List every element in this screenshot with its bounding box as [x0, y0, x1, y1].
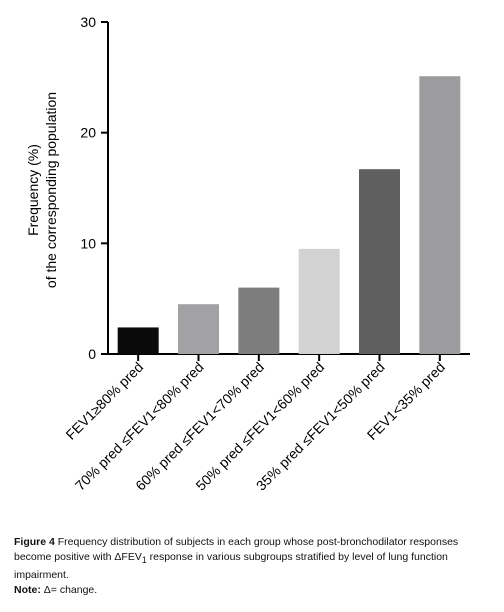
bar [117, 327, 159, 354]
x-tick-label: 50% pred ≤FEV1<60% pred [192, 359, 327, 494]
caption-text-1: Frequency distribution of subjects in ea… [14, 536, 459, 563]
bar [419, 76, 461, 354]
caption-note: Note: Δ= change. [14, 583, 490, 598]
x-tick-label: 35% pred ≤FEV1<50% pred [253, 359, 388, 494]
bars [117, 76, 461, 354]
x-tick-label: 70% pred ≤FEV1<80% pred [72, 359, 207, 494]
figure-label: Figure 4 [14, 536, 55, 548]
y-axis-label-line2: of the corresponding population [43, 92, 59, 288]
caption-main: Figure 4 Frequency distribution of subje… [14, 535, 490, 583]
note-label: Note: [14, 584, 41, 597]
x-tick-label: 60% pred ≤FEV1<70% pred [132, 359, 267, 494]
y-tick-label: 10 [80, 235, 96, 251]
figure-caption: Figure 4 Frequency distribution of subje… [14, 535, 490, 598]
bar-chart: Frequency (%) of the corresponding popul… [25, 14, 470, 494]
caption-delta: ΔFEV [114, 551, 142, 563]
y-tick-label: 30 [80, 14, 96, 30]
caption-delta-subscript: 1 [141, 555, 147, 566]
bar [238, 287, 280, 354]
y-axis-label-line1: Frequency (%) [25, 144, 41, 236]
caption-text-2: response in various subgroups stratified… [14, 551, 448, 582]
bar [298, 248, 340, 354]
y-tick-label: 20 [80, 125, 96, 141]
y-tick-label: 0 [88, 346, 96, 362]
note-text: Δ= change. [40, 584, 98, 597]
y-axis-label: Frequency (%) of the corresponding popul… [25, 92, 59, 288]
axes: 0 10 20 30 [80, 14, 470, 362]
bar [178, 304, 219, 354]
bar [359, 169, 400, 354]
